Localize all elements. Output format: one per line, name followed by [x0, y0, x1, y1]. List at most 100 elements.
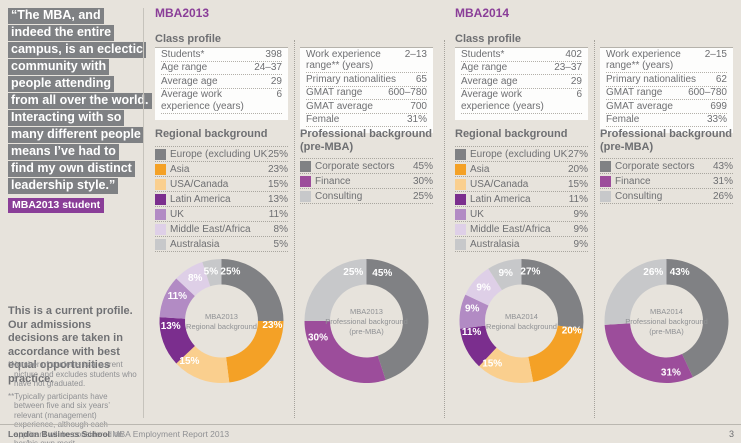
donut-slice — [479, 347, 534, 383]
donut-slice — [221, 259, 284, 321]
donut-center-label: Regional background — [186, 322, 257, 331]
table-row: Primary nationalities 62 — [606, 73, 727, 87]
footer-brand: London Business School — [8, 429, 111, 439]
donut-slice-label: 30% — [308, 332, 328, 343]
donut-center-label: MBA2013 — [205, 312, 238, 321]
table-row: Work experience range** (years) 2–13 — [306, 48, 427, 73]
donut-slice — [465, 268, 502, 306]
row-value: 600–780 — [388, 87, 427, 98]
legend-item: Finance 30% — [300, 174, 433, 189]
legend-item: UK 11% — [155, 207, 288, 222]
legend-list: Europe (excluding UK) 25% Asia 23% USA/Canad… — [155, 146, 288, 252]
donut-slice — [304, 259, 367, 321]
donut-center-label: MBA2014 — [650, 307, 683, 316]
legend-list: Corporate sectors 45% Finance 30% Consulting… — [300, 158, 433, 204]
legend-swatch — [155, 193, 166, 205]
donut-slice-label: 11% — [462, 327, 482, 338]
legend-value: 23% — [267, 163, 288, 175]
legend-item: Asia 20% — [455, 162, 588, 177]
row-value: 29 — [570, 75, 582, 87]
legend-value: 15% — [567, 178, 588, 190]
legend-item: Consulting 26% — [600, 189, 733, 204]
donut-slice — [604, 323, 693, 384]
row-value: 6 — [576, 89, 582, 100]
donut-slice-label: 15% — [179, 356, 199, 367]
table-row: Average work experience (years) 6 — [461, 89, 582, 114]
legend-value: 30% — [412, 175, 433, 187]
legend-swatch — [155, 208, 166, 220]
legend-label: Australasia — [470, 238, 520, 250]
legend-value: 43% — [712, 160, 733, 172]
legend-label: Asia — [470, 163, 490, 175]
legend-value: 5% — [273, 238, 288, 250]
profile-table: Students* 402 Age range 23–37 Average age 29 A… — [455, 47, 588, 120]
legend-label: Finance — [615, 175, 651, 187]
table-row: Age range 23–37 — [461, 62, 582, 75]
row-label: GMAT range — [306, 87, 363, 98]
profile-table: Work experience range** (years) 2–13 Prima… — [300, 47, 433, 133]
legend-value: 27% — [567, 148, 588, 160]
donut-slice-label: 9% — [465, 303, 480, 314]
donut-slice-label: 25% — [343, 267, 363, 278]
legend-item: Australasia 5% — [155, 237, 288, 252]
row-value: 2–13 — [404, 48, 427, 60]
row-label: Age range — [161, 62, 208, 73]
column-divider — [444, 40, 445, 418]
row-value: 23–37 — [554, 62, 582, 73]
sidebar-divider — [143, 8, 144, 418]
row-label: Average age — [161, 75, 218, 87]
row-value: 2–15 — [704, 48, 727, 60]
class-profile-heading: Class profile — [455, 33, 522, 45]
row-value: 6 — [276, 89, 282, 100]
mba-section: MBA2014 Class profile Students* 402 Age rang… — [455, 0, 733, 420]
row-label: Primary nationalities — [306, 73, 397, 85]
quote-line: community with — [8, 59, 110, 75]
donut-center-label: (pre-MBA) — [649, 327, 684, 336]
legend-label: Corporate sectors — [315, 160, 395, 172]
donut-slice-label: 15% — [482, 358, 502, 369]
donut-slice-label: 11% — [168, 291, 188, 302]
legend-value: 45% — [412, 160, 433, 172]
donut-slice-label: 31% — [661, 367, 681, 378]
legend-value: 26% — [712, 190, 733, 202]
legend-label: USA/Canada — [470, 178, 529, 190]
footer-rule — [0, 424, 741, 425]
legend-swatch — [455, 208, 466, 220]
legend-value: 9% — [573, 223, 588, 235]
donut-center-label: MBA2014 — [505, 312, 538, 321]
legend-label: USA/Canada — [170, 178, 229, 190]
column-divider — [294, 40, 295, 418]
mba-section: MBA2013 Class profile Students* 398 Age rang… — [155, 0, 433, 420]
legend-label: Europe (excluding UK) — [170, 148, 268, 160]
row-label: Students* — [461, 48, 505, 60]
donut-slice — [488, 259, 522, 291]
donut-slice-label: 25% — [220, 266, 240, 277]
legend-label: Latin America — [170, 193, 231, 205]
row-label: Female — [306, 114, 340, 125]
table-row: GMAT range 600–780 — [306, 87, 427, 100]
legend-label: Australasia — [170, 238, 220, 250]
legend-item: Asia 23% — [155, 162, 288, 177]
legend-swatch — [600, 160, 611, 172]
legend-value: 13% — [267, 193, 288, 205]
legend-list: Europe (excluding UK) 27% Asia 20% USA/Canad… — [455, 146, 588, 252]
legend-list: Corporate sectors 43% Finance 31% Consulting… — [600, 158, 733, 204]
table-row: Work experience range** (years) 2–15 — [606, 48, 727, 73]
quote-line: “The MBA, and — [8, 8, 104, 24]
row-value: 600–780 — [688, 87, 727, 98]
legend-value: 9% — [573, 238, 588, 250]
profile-table: Students* 398 Age range 24–37 Average age 29 A… — [155, 47, 288, 120]
row-value: 402 — [565, 48, 582, 60]
legend-swatch — [155, 238, 166, 250]
legend-swatch — [600, 175, 611, 187]
donut-slice-label: 43% — [670, 267, 690, 278]
row-label: Students* — [161, 48, 205, 60]
donut-center-label: MBA2013 — [350, 307, 383, 316]
legend-swatch — [455, 193, 466, 205]
row-value: 65 — [415, 73, 427, 85]
row-label: Primary nationalities — [606, 73, 697, 85]
donut-slice — [666, 259, 729, 378]
section-title: MBA2013 — [155, 6, 210, 20]
column-divider — [594, 40, 595, 418]
